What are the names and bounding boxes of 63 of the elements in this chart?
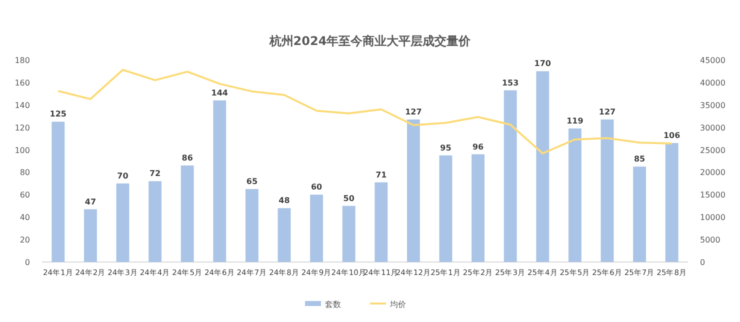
bar xyxy=(472,154,485,262)
y-tick-label: 160 xyxy=(14,78,30,88)
data-label: 86 xyxy=(182,153,194,162)
bar xyxy=(180,165,194,262)
y-tick-label: 40 xyxy=(20,213,30,222)
y2-tick-label: 20000 xyxy=(700,168,726,178)
data-label: 144 xyxy=(211,88,228,98)
bar xyxy=(278,208,291,262)
y2-tick-label: 35000 xyxy=(700,100,726,110)
y-tick-label: 140 xyxy=(14,100,30,110)
data-label: 47 xyxy=(84,197,96,206)
data-label: 170 xyxy=(534,59,552,68)
y2-tick-label: 25000 xyxy=(700,146,726,155)
y2-tick-label: 15000 xyxy=(700,190,726,200)
y2-tick-label: 10000 xyxy=(700,213,726,222)
data-label: 65 xyxy=(246,177,258,186)
data-label: 119 xyxy=(566,116,584,126)
y2-tick-label: 45000 xyxy=(700,56,726,65)
bar xyxy=(310,194,324,262)
bar xyxy=(213,100,226,262)
y-tick-label: 80 xyxy=(20,168,30,178)
bar xyxy=(665,143,678,262)
data-label: 153 xyxy=(502,78,519,88)
data-label: 127 xyxy=(598,107,616,116)
y2-tick-label: 0 xyxy=(700,258,706,267)
bar xyxy=(568,128,582,262)
bar xyxy=(84,209,97,262)
bar xyxy=(342,206,356,262)
bar xyxy=(536,71,550,262)
legend-label: 均价 xyxy=(389,300,406,309)
data-label: 48 xyxy=(278,196,290,206)
y-tick-label: 60 xyxy=(20,190,30,200)
bar xyxy=(633,166,646,262)
data-label: 50 xyxy=(343,194,355,203)
y-tick-label: 20 xyxy=(20,236,30,245)
data-label: 106 xyxy=(664,131,681,140)
y-tick-label: 180 xyxy=(14,56,30,65)
data-label: 125 xyxy=(50,110,67,119)
data-label: 60 xyxy=(310,182,323,192)
bar xyxy=(52,122,65,262)
bar xyxy=(600,119,614,262)
y2-tick-label: 40000 xyxy=(700,78,726,88)
y2-tick-label: 5000 xyxy=(700,236,720,245)
bar xyxy=(406,119,420,262)
data-label: 70 xyxy=(117,171,129,180)
data-label: 95 xyxy=(440,143,452,152)
data-label: 127 xyxy=(405,107,422,116)
bar xyxy=(439,155,452,262)
bar xyxy=(148,181,162,262)
bar xyxy=(245,189,258,262)
data-label: 71 xyxy=(376,170,388,180)
data-label: 96 xyxy=(472,142,484,152)
y-tick-label: 0 xyxy=(24,258,30,267)
y-tick-label: 120 xyxy=(14,123,30,132)
legend-label: 套数 xyxy=(325,300,341,309)
bar xyxy=(116,183,130,262)
data-label: 85 xyxy=(634,154,646,164)
chart-title: 杭州2024年至今商业大平层成交量价 xyxy=(268,34,472,48)
y-tick-label: 100 xyxy=(14,146,30,155)
data-label: 72 xyxy=(149,169,161,178)
bar xyxy=(504,90,517,262)
y2-tick-label: 30000 xyxy=(700,123,726,132)
bar xyxy=(374,182,388,262)
